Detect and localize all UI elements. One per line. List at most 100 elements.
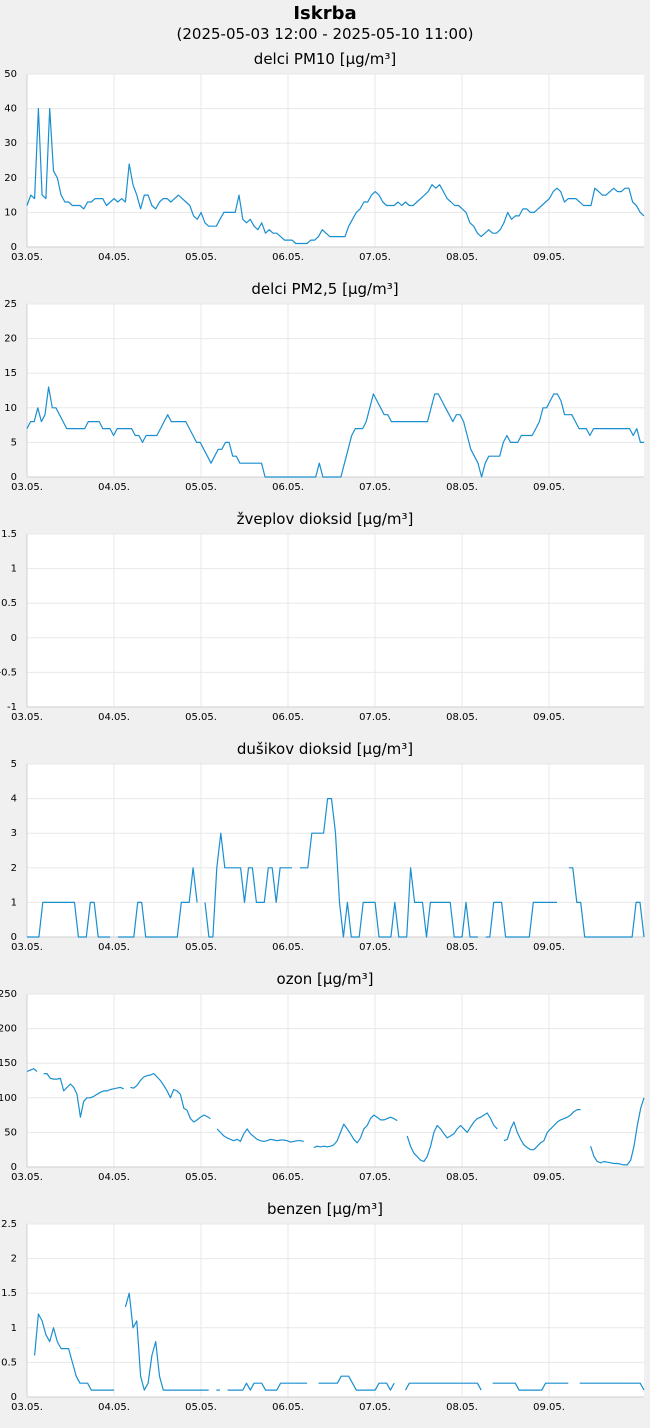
x-tick-label: 04.05. (98, 252, 130, 263)
x-tick-label: 04.05. (98, 1402, 130, 1413)
chart-panel-pm10: delci PM10 [µg/m³] 0 10 20 30 40 50 03.05. 04.0… (0, 50, 650, 275)
y-tick-label: 20 (4, 173, 17, 184)
series-line (124, 1292, 209, 1391)
chart-svg: 0 10 20 30 40 50 03.05. 04.05. 05.05. 06.05. 07.05… (4, 69, 645, 263)
series-line (492, 1382, 569, 1391)
x-tick-label: 09.05. (533, 482, 565, 493)
y-tick-label: 0 (11, 472, 17, 483)
y-tick-label: 10 (4, 403, 17, 414)
chart-svg: 0 1 2 3 4 5 03.05. 04.05. 05.05. 06.05. 07.05. 08.0… (11, 759, 645, 953)
chart-panel-benzene: benzen [µg/m³] 0 0.5 1 1.5 2 2.5 03.05. 04.05. 0… (0, 1200, 650, 1425)
series-line (406, 1112, 498, 1163)
y-tick-label: 1 (11, 564, 17, 575)
chart-svg: -1 -0.5 0 0.5 1 1.5 03.05. 04.05. 05.05. 06.05. 07… (0, 529, 644, 723)
x-tick-label: 05.05. (185, 1172, 217, 1183)
x-tick-label: 04.05. (98, 482, 130, 493)
x-tick-label: 06.05. (272, 1172, 304, 1183)
y-tick-label: 25 (4, 299, 17, 310)
series-line (34, 1313, 115, 1391)
series-line (579, 1382, 645, 1391)
y-tick-label: 1.5 (1, 1288, 17, 1299)
y-tick-label: 200 (0, 1024, 17, 1035)
x-tick-label: 05.05. (185, 712, 217, 723)
plot-area (27, 304, 644, 477)
x-tick-label: 08.05. (446, 1172, 478, 1183)
x-tick-label: 07.05. (359, 712, 391, 723)
x-tick-label: 09.05. (533, 942, 565, 953)
series-line (313, 1114, 398, 1149)
series-line (26, 386, 644, 478)
x-tick-label: 03.05. (11, 1402, 43, 1413)
x-tick-label: 07.05. (359, 942, 391, 953)
y-tick-label: 2.5 (1, 1219, 17, 1230)
y-tick-label: 10 (4, 207, 17, 218)
x-tick-label: 09.05. (533, 1402, 565, 1413)
chart-title: ozon [µg/m³] (276, 970, 374, 988)
x-tick-label: 05.05. (185, 252, 217, 263)
series-line (27, 901, 111, 938)
station-title: Iskrba (293, 3, 357, 24)
chart-panel-no2: dušikov dioksid [µg/m³] 0 1 2 3 4 5 03.05. 04.0… (0, 740, 650, 965)
x-tick-label: 06.05. (272, 1402, 304, 1413)
series-line (130, 1072, 211, 1123)
x-tick-label: 08.05. (446, 252, 478, 263)
y-tick-label: 4 (11, 794, 17, 805)
y-tick-label: 50 (4, 69, 17, 80)
series-line (204, 832, 292, 938)
y-tick-label: 30 (4, 138, 17, 149)
y-tick-label: 50 (4, 1127, 17, 1138)
y-tick-label: 40 (4, 104, 17, 115)
chart-svg: 0 0.5 1 1.5 2 2.5 03.05. 04.05. 05.05. 06.05. 07.0… (1, 1219, 645, 1413)
x-tick-label: 09.05. (533, 1172, 565, 1183)
y-tick-label: 250 (0, 989, 17, 1000)
y-tick-label: 20 (4, 334, 17, 345)
plot-area (27, 74, 644, 247)
chart-title: delci PM2,5 [µg/m³] (251, 280, 399, 298)
x-tick-label: 03.05. (11, 942, 43, 953)
y-tick-label: 100 (0, 1093, 17, 1104)
x-tick-label: 06.05. (272, 942, 304, 953)
x-tick-label: 08.05. (446, 942, 478, 953)
x-tick-label: 08.05. (446, 712, 478, 723)
x-tick-label: 08.05. (446, 1402, 478, 1413)
series-line (299, 797, 478, 938)
series-line (43, 1072, 124, 1118)
chart-title: delci PM10 [µg/m³] (253, 50, 397, 68)
y-tick-label: 2 (11, 863, 17, 874)
x-tick-label: 09.05. (533, 712, 565, 723)
plot-area (27, 534, 644, 707)
chart-title: benzen [µg/m³] (266, 1200, 384, 1218)
x-tick-label: 03.05. (11, 1172, 43, 1183)
x-tick-label: 04.05. (98, 712, 130, 723)
x-tick-label: 05.05. (185, 942, 217, 953)
series-line (590, 1097, 645, 1166)
y-tick-label: 150 (0, 1058, 17, 1069)
y-tick-label: 0 (11, 242, 17, 253)
x-tick-label: 08.05. (446, 482, 478, 493)
x-tick-label: 03.05. (11, 252, 43, 263)
y-tick-label: -1 (7, 702, 17, 713)
series-line (404, 1382, 482, 1391)
x-tick-label: 07.05. (359, 1172, 391, 1183)
y-tick-label: -0.5 (0, 667, 17, 678)
x-tick-label: 03.05. (11, 712, 43, 723)
y-tick-label: 0 (11, 1162, 17, 1173)
x-tick-label: 04.05. (98, 1172, 130, 1183)
x-tick-label: 09.05. (533, 252, 565, 263)
series-line (216, 1128, 304, 1143)
x-tick-label: 06.05. (272, 712, 304, 723)
x-tick-label: 04.05. (98, 942, 130, 953)
y-tick-label: 0 (11, 633, 17, 644)
y-tick-label: 5 (11, 437, 17, 448)
series-line (503, 1108, 581, 1151)
x-tick-label: 07.05. (359, 1402, 391, 1413)
x-tick-label: 06.05. (272, 252, 304, 263)
plot-area (27, 764, 644, 937)
plot-area (27, 994, 644, 1167)
y-tick-label: 15 (4, 368, 17, 379)
chart-panel-so2: žveplov dioksid [µg/m³] -1 -0.5 0 0.5 1 1.5 03… (0, 510, 650, 735)
series-line (485, 901, 557, 938)
y-tick-label: 0.5 (1, 1357, 17, 1368)
series-line (227, 1382, 308, 1391)
y-tick-label: 1 (11, 897, 17, 908)
